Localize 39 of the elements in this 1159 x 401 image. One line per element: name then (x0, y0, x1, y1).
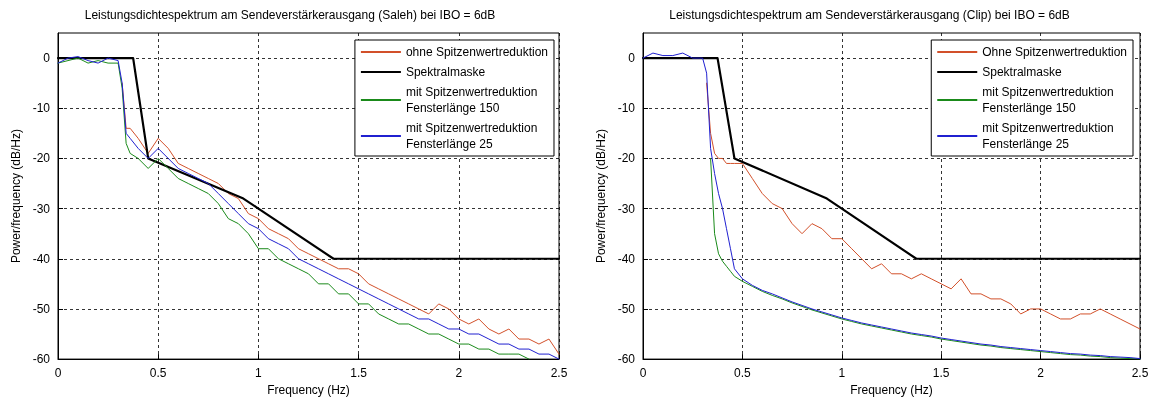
x-tick-label: 1 (838, 366, 846, 381)
chart-title: Leistungsdichtespektrum am Sendeverstärkerausgang (Clip) bei IBO = 6dB (669, 8, 1070, 22)
y-tick-label: -60 (617, 352, 636, 367)
y-tick-label: -40 (32, 251, 51, 266)
x-tick-label: 0 (639, 366, 647, 381)
y-tick-label: -30 (617, 201, 636, 216)
x-axis-title: Frequency (Hz) (850, 383, 933, 397)
y-tick-label: -50 (617, 301, 636, 316)
line-series (706, 82, 1141, 330)
legend-label: Ohne Spitzenwertreduktion (982, 45, 1127, 59)
legend-label: Spektralmaske (982, 65, 1062, 79)
y-axis-title: Power/frequency (dB/Hz) (8, 129, 23, 264)
x-tick-label: 2 (1037, 366, 1045, 381)
x-tick-label: 2.5 (550, 366, 568, 381)
x-tick-label: 0.5 (734, 366, 752, 381)
y-tick-label: -30 (32, 201, 51, 216)
x-tick-label: 2 (455, 366, 463, 381)
y-tick-label: -60 (32, 352, 51, 367)
y-tick-label: -20 (32, 151, 51, 166)
x-tick-label: 1 (255, 366, 263, 381)
x-tick-label: 0 (54, 366, 62, 381)
legend-label: ohne Spitzenwertreduktion (405, 45, 548, 59)
legend-label: mit Spitzenwertreduktion Fensterlänge 25 (982, 121, 1114, 151)
y-tick-label: 0 (628, 51, 636, 66)
y-axis-title: Power/frequency (dB/Hz) (593, 129, 608, 264)
x-tick-label: 1.5 (932, 366, 950, 381)
chart-title: Leistungsdichtespektrum am Sendeverstärkerausgang (Saleh) bei IBO = 6dB (84, 8, 496, 22)
x-tick-label: 0.5 (149, 366, 167, 381)
y-tick-label: -20 (617, 151, 636, 166)
x-tick-label: 2.5 (1131, 366, 1149, 381)
x-tick-label: 1.5 (350, 366, 368, 381)
y-tick-label: -50 (32, 301, 51, 316)
y-tick-label: -10 (617, 101, 636, 116)
y-tick-label: -40 (617, 251, 636, 266)
x-axis-title: Frequency (Hz) (267, 383, 350, 397)
legend-label: Spektralmaske (405, 65, 486, 79)
y-tick-label: -10 (32, 101, 51, 116)
y-tick-label: 0 (43, 51, 51, 66)
legend-label: mit Spitzenwertreduktion Fensterlänge 25 (405, 121, 538, 151)
